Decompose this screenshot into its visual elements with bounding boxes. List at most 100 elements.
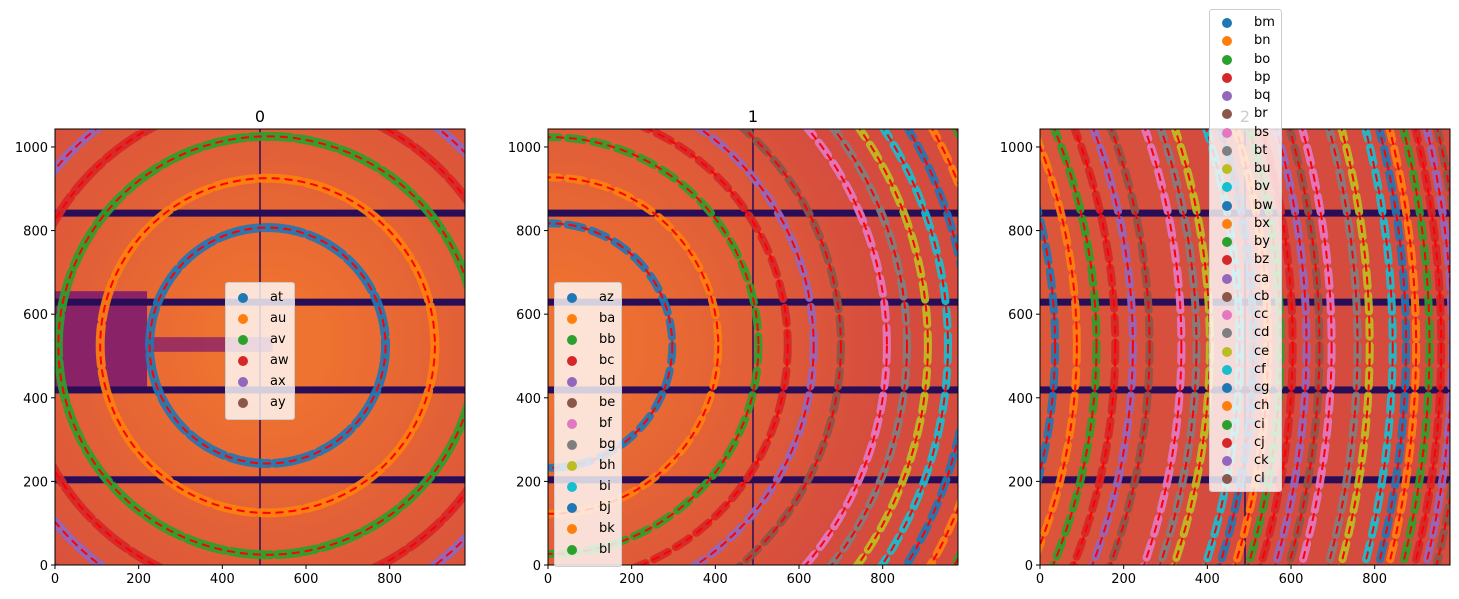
- x-tick-label: 400: [1195, 572, 1220, 587]
- legend-entry: bs: [1210, 124, 1281, 142]
- y-tick-label: 800: [23, 225, 48, 240]
- y-tick-label: 1000: [1000, 141, 1033, 156]
- legend-label: bd: [599, 374, 616, 389]
- legend-entry: bg: [555, 436, 621, 454]
- ring-fit-ci: [1401, 129, 1431, 565]
- legend-marker: [567, 335, 577, 345]
- ring-fit-cg: [1377, 129, 1408, 565]
- legend-entry: cc: [1210, 306, 1281, 324]
- ring-fit-bt: [1158, 129, 1198, 565]
- ring-fit-bf: [804, 129, 888, 565]
- legend-marker: [1222, 419, 1232, 430]
- ring-fit-bq: [1091, 129, 1134, 565]
- legend-label: cf: [1254, 361, 1266, 377]
- legend-label: at: [270, 290, 284, 305]
- ring-fit-av: [57, 135, 465, 556]
- ring-points-bp: [1069, 129, 1120, 565]
- legend-marker: [1222, 255, 1232, 266]
- y-tick-label: 400: [23, 392, 48, 407]
- axes-frame: [547, 128, 959, 566]
- x-tick-label: 800: [377, 572, 402, 587]
- x-tick-label: 200: [619, 572, 644, 587]
- legend-entry: bk: [555, 520, 621, 538]
- legend-entry: bj: [555, 499, 621, 517]
- legend-marker: [567, 293, 577, 303]
- legend-label: by: [1254, 234, 1270, 249]
- x-tick-label: 0: [1036, 572, 1044, 587]
- legend-entry: ce: [1210, 343, 1281, 361]
- legend-label: bx: [1254, 215, 1270, 231]
- legend-label: bz: [1254, 252, 1270, 268]
- ring-fit-aw: [55, 129, 465, 565]
- legend-label: av: [270, 332, 286, 347]
- ring-fit-bk: [929, 129, 958, 565]
- ring-fit-bh: [856, 129, 929, 565]
- legend-marker: [238, 293, 248, 303]
- legend-entry: bz: [1210, 251, 1281, 269]
- x-tick-label: 400: [210, 572, 235, 587]
- legend-marker: [567, 461, 577, 471]
- ring-fit-az: [548, 222, 674, 469]
- legend-entry: cj: [1210, 434, 1281, 452]
- legend-marker: [238, 377, 248, 387]
- legend-label: cc: [1254, 307, 1269, 322]
- ring-fit-au: [99, 177, 436, 514]
- legend-marker: [567, 440, 577, 450]
- ring-fit-ax: [55, 129, 465, 565]
- legend-label: ba: [599, 311, 616, 326]
- legend-marker: [1222, 182, 1232, 193]
- x-tick-label: 0: [544, 572, 552, 587]
- legend-entry: bh: [555, 457, 621, 475]
- ring-fit-cj: [1413, 129, 1443, 565]
- legend-entry: bi: [555, 478, 621, 496]
- legend-entry: bx: [1210, 215, 1281, 233]
- legend-entry: aw: [226, 352, 294, 370]
- ring-fit-ck: [1424, 129, 1450, 565]
- y-tick-label: 0: [1025, 559, 1033, 574]
- legend-label: bn: [1254, 33, 1271, 49]
- legend-entry: ay: [226, 394, 294, 412]
- ring-fit-bm: [1040, 215, 1057, 476]
- legend-entry: bv: [1210, 178, 1281, 196]
- legend-2: bm bn bo bp bq br bs bt bu bv bw bx by bz ca cb cc cd ce cf…: [1209, 9, 1282, 492]
- legend-label: cl: [1254, 471, 1265, 487]
- legend-entry: bd: [555, 373, 621, 391]
- ring-fit-bu: [1172, 129, 1211, 565]
- ring-fit-bj: [905, 129, 958, 565]
- legend-label: cj: [1254, 434, 1265, 450]
- axes-frame: [54, 128, 466, 566]
- legend-marker: [238, 314, 248, 324]
- legend-marker: [1222, 237, 1232, 247]
- legend-label: bf: [599, 416, 612, 431]
- ring-fit-bd: [694, 129, 815, 565]
- legend-label: ax: [270, 374, 286, 389]
- legend-marker: [1222, 328, 1232, 339]
- legend-marker: [1222, 310, 1232, 320]
- legend-entry: bb: [555, 331, 621, 349]
- y-tick-label: 0: [533, 559, 541, 574]
- y-tick-label: 800: [516, 225, 541, 240]
- legend-marker: [238, 398, 248, 408]
- ring-fit-cf: [1363, 129, 1394, 565]
- x-tick-label: 600: [1279, 572, 1304, 587]
- legend-marker: [238, 335, 248, 345]
- legend-label: bp: [1254, 69, 1271, 85]
- legend-label: bm: [1254, 15, 1275, 30]
- legend-label: bh: [599, 458, 616, 473]
- x-tick-label: 200: [1111, 572, 1136, 587]
- legend-entry: bp: [1210, 69, 1281, 87]
- legend-entry: bn: [1210, 32, 1281, 50]
- ring-fit-bn: [1040, 143, 1078, 548]
- legend-entry: ba: [555, 310, 621, 328]
- legend-entry: av: [226, 331, 294, 349]
- ring-fit-at: [148, 226, 387, 465]
- ring-fit-br: [1109, 129, 1151, 565]
- legend-entry: ca: [1210, 270, 1281, 288]
- legend-label: bb: [599, 332, 616, 347]
- legend-entry: be: [555, 394, 621, 412]
- legend-label: bj: [599, 500, 611, 515]
- legend-label: cd: [1254, 325, 1270, 341]
- ring-fit-ch: [1387, 129, 1418, 565]
- legend-label: br: [1254, 106, 1268, 122]
- ring-fit-ce: [1339, 129, 1371, 565]
